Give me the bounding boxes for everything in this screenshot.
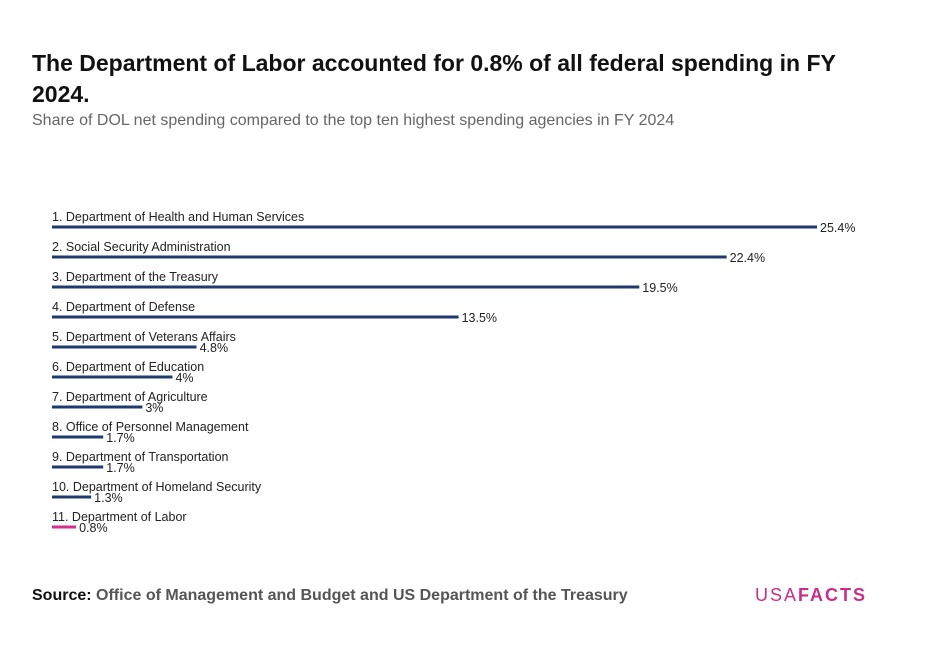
chart-subtitle: Share of DOL net spending compared to th… <box>32 112 675 129</box>
value-label: 1.7% <box>106 461 135 475</box>
bar <box>52 435 104 439</box>
value-label: 4% <box>175 371 193 385</box>
bar <box>52 315 459 319</box>
bar <box>52 525 77 529</box>
category-label: 4. Department of Defense <box>52 300 195 314</box>
source-note: Source: Office of Management and Budget … <box>32 587 628 605</box>
bar <box>52 225 817 229</box>
category-label: 11. Department of Labor <box>52 510 187 524</box>
category-label: 1. Department of Health and Human Servic… <box>52 210 304 224</box>
chart-title: The Department of Labor accounted for 0.… <box>32 50 836 107</box>
bar <box>52 405 143 409</box>
category-label: 9. Department of Transportation <box>52 450 229 464</box>
bar <box>52 465 104 469</box>
value-label: 22.4% <box>730 251 765 265</box>
bar <box>52 495 92 499</box>
bar <box>52 375 173 379</box>
source-label: Source: <box>32 587 92 604</box>
logo-part-facts: FACTS <box>798 585 868 605</box>
bar <box>52 345 197 349</box>
category-label: 8. Office of Personnel Management <box>52 420 249 434</box>
category-label: 5. Department of Veterans Affairs <box>52 330 236 344</box>
value-label: 1.3% <box>94 491 123 505</box>
value-label: 19.5% <box>642 281 677 295</box>
value-label: 4.8% <box>200 341 229 355</box>
category-label: 10. Department of Homeland Security <box>52 480 262 494</box>
category-label: 3. Department of the Treasury <box>52 270 219 284</box>
value-label: 0.8% <box>79 521 108 535</box>
value-label: 1.7% <box>106 431 135 445</box>
value-label: 13.5% <box>462 311 497 325</box>
logo-part-usa: USA <box>755 585 799 605</box>
category-label: 6. Department of Education <box>52 360 204 374</box>
usafacts-logo: USAFACTS <box>755 585 867 606</box>
source-text: Office of Management and Budget and US D… <box>96 587 628 604</box>
bar <box>52 285 640 289</box>
value-label: 25.4% <box>820 221 855 235</box>
category-label: 7. Department of Agriculture <box>52 390 208 404</box>
bar <box>52 255 727 259</box>
value-label: 3% <box>145 401 163 415</box>
category-label: 2. Social Security Administration <box>52 240 231 254</box>
